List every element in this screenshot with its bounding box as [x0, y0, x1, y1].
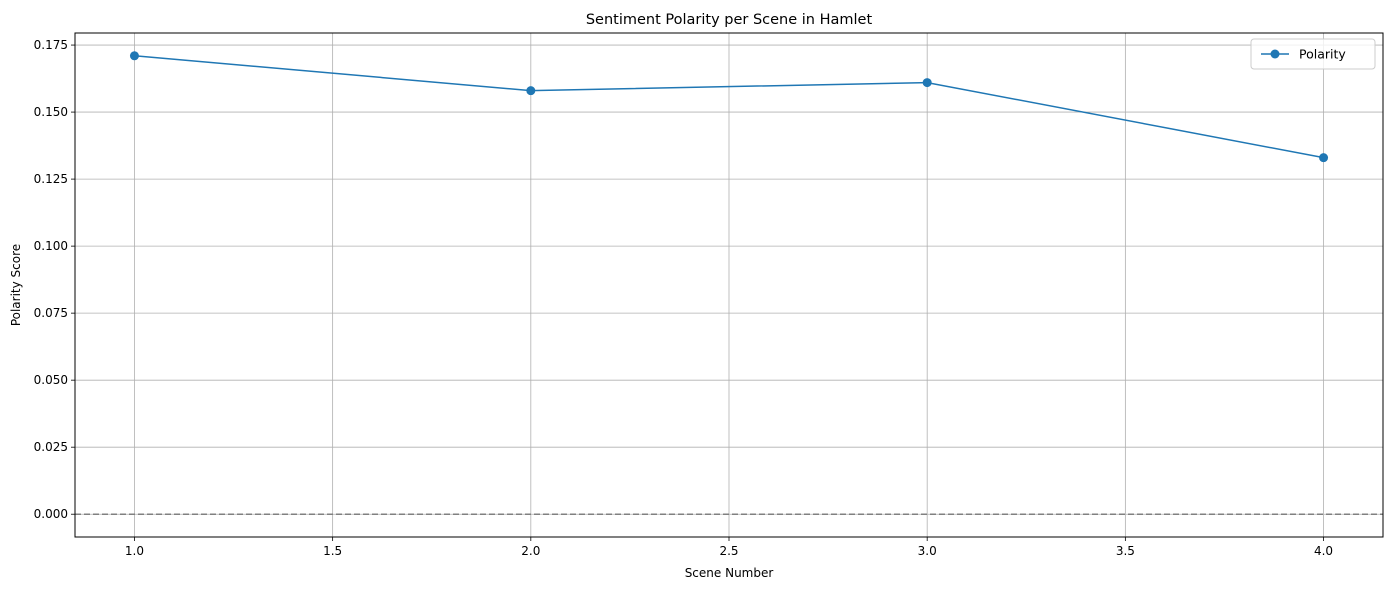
x-axis-ticks: 1.0 1.5 2.0 2.5 3.0 3.5 4.0 [125, 537, 1333, 558]
x-tick-label: 2.0 [521, 544, 540, 558]
x-tick-label: 1.0 [125, 544, 144, 558]
legend-marker [1270, 49, 1280, 59]
data-point [129, 51, 139, 61]
x-axis-label: Scene Number [685, 566, 774, 580]
x-tick-label: 3.5 [1116, 544, 1135, 558]
y-axis-ticks: 0.000 0.025 0.050 0.075 0.100 0.125 0.150 0.175 [34, 38, 75, 521]
legend: Polarity [1250, 38, 1376, 70]
data-point [526, 86, 536, 96]
y-tick-label: 0.150 [34, 105, 68, 119]
grid [75, 33, 1383, 537]
x-tick-label: 1.5 [323, 544, 342, 558]
x-tick-label: 4.0 [1314, 544, 1333, 558]
y-tick-label: 0.050 [34, 373, 68, 387]
legend-label-polarity: Polarity [1299, 47, 1346, 62]
y-tick-label: 0.125 [34, 172, 68, 186]
data-point [922, 78, 932, 88]
y-tick-label: 0.075 [34, 306, 68, 320]
data-point [1319, 153, 1329, 163]
y-tick-label: 0.025 [34, 440, 68, 454]
y-tick-label: 0.100 [34, 239, 68, 253]
series-line-polarity [134, 55, 1324, 159]
y-axis-label: Polarity Score [9, 244, 23, 326]
x-tick-label: 2.5 [719, 544, 738, 558]
y-tick-label: 0.175 [34, 38, 68, 52]
series-group [129, 51, 1329, 163]
x-tick-label: 3.0 [918, 544, 937, 558]
chart-title: Sentiment Polarity per Scene in Hamlet [586, 12, 873, 28]
y-tick-label: 0.000 [34, 507, 68, 521]
legend-box [1250, 38, 1376, 70]
